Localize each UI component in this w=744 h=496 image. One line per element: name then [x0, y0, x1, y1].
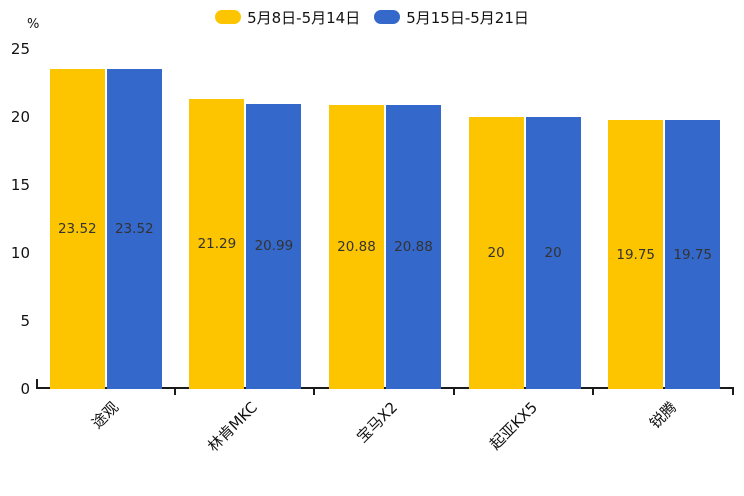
legend-label-week1: 5月8日-5月14日	[247, 8, 361, 27]
bar-series2-cat1[interactable]: 23.52	[106, 69, 162, 389]
y-axis-tick-label: 5	[20, 312, 30, 330]
bar-value-label: 20.99	[254, 238, 294, 255]
legend-item-week2[interactable]: 5月15日-5月21日	[374, 7, 529, 28]
y-axis-tick-label: 20	[10, 108, 30, 126]
legend: 5月8日-5月14日 5月15日-5月21日	[0, 7, 744, 27]
legend-label-week2: 5月15日-5月21日	[406, 8, 529, 27]
bar-value-label: 23.52	[57, 221, 97, 238]
bar-value-label: 20.88	[394, 239, 433, 255]
bar-value-label: 20	[487, 245, 505, 261]
bar-series1-cat5[interactable]: 19.75	[608, 120, 664, 389]
x-axis-tick	[452, 389, 455, 395]
y-axis-unit-label: %	[27, 17, 40, 32]
x-axis-tick	[732, 389, 734, 395]
legend-item-week1[interactable]: 5月8日-5月14日	[215, 7, 360, 28]
x-axis-tick	[592, 389, 595, 395]
x-axis-label: 起亚KX5	[485, 398, 541, 454]
x-axis-tick	[173, 389, 176, 395]
y-axis-stub	[36, 379, 38, 387]
legend-swatch-blue	[374, 10, 401, 24]
legend-swatch-yellow	[215, 10, 242, 24]
bar-value-label: 20	[544, 245, 562, 261]
bar-series1-cat1[interactable]: 23.52	[49, 69, 105, 389]
x-axis-tick	[313, 389, 316, 395]
bar-series2-cat4[interactable]: 20	[525, 117, 581, 389]
bar-series1-cat4[interactable]: 20	[468, 117, 524, 389]
x-axis-label: 锐腾	[646, 398, 681, 433]
bar-series2-cat2[interactable]: 20.99	[246, 103, 302, 389]
bar-value-label: 23.52	[114, 221, 154, 238]
y-axis-tick-label: 0	[20, 380, 30, 398]
x-axis-line	[36, 387, 734, 389]
x-axis-label: 林肯MKC	[204, 398, 262, 456]
bar-series2-cat3[interactable]: 20.88	[386, 105, 441, 389]
x-axis-label: 宝马X2	[353, 398, 402, 447]
y-axis-tick-label: 10	[10, 244, 30, 262]
bar-series1-cat2[interactable]: 21.29	[189, 99, 245, 389]
bar-value-label: 21.29	[197, 236, 237, 253]
bar-series1-cat3[interactable]: 20.88	[329, 105, 384, 389]
x-axis-label: 途观	[87, 398, 122, 433]
bar-value-label: 19.75	[616, 246, 656, 263]
bar-value-label: 20.88	[337, 239, 376, 255]
y-axis-tick-label: 15	[10, 176, 30, 194]
bar-series2-cat5[interactable]: 19.75	[665, 120, 721, 389]
y-axis-tick-label: 25	[10, 40, 30, 58]
bar-value-label: 19.75	[673, 246, 713, 263]
